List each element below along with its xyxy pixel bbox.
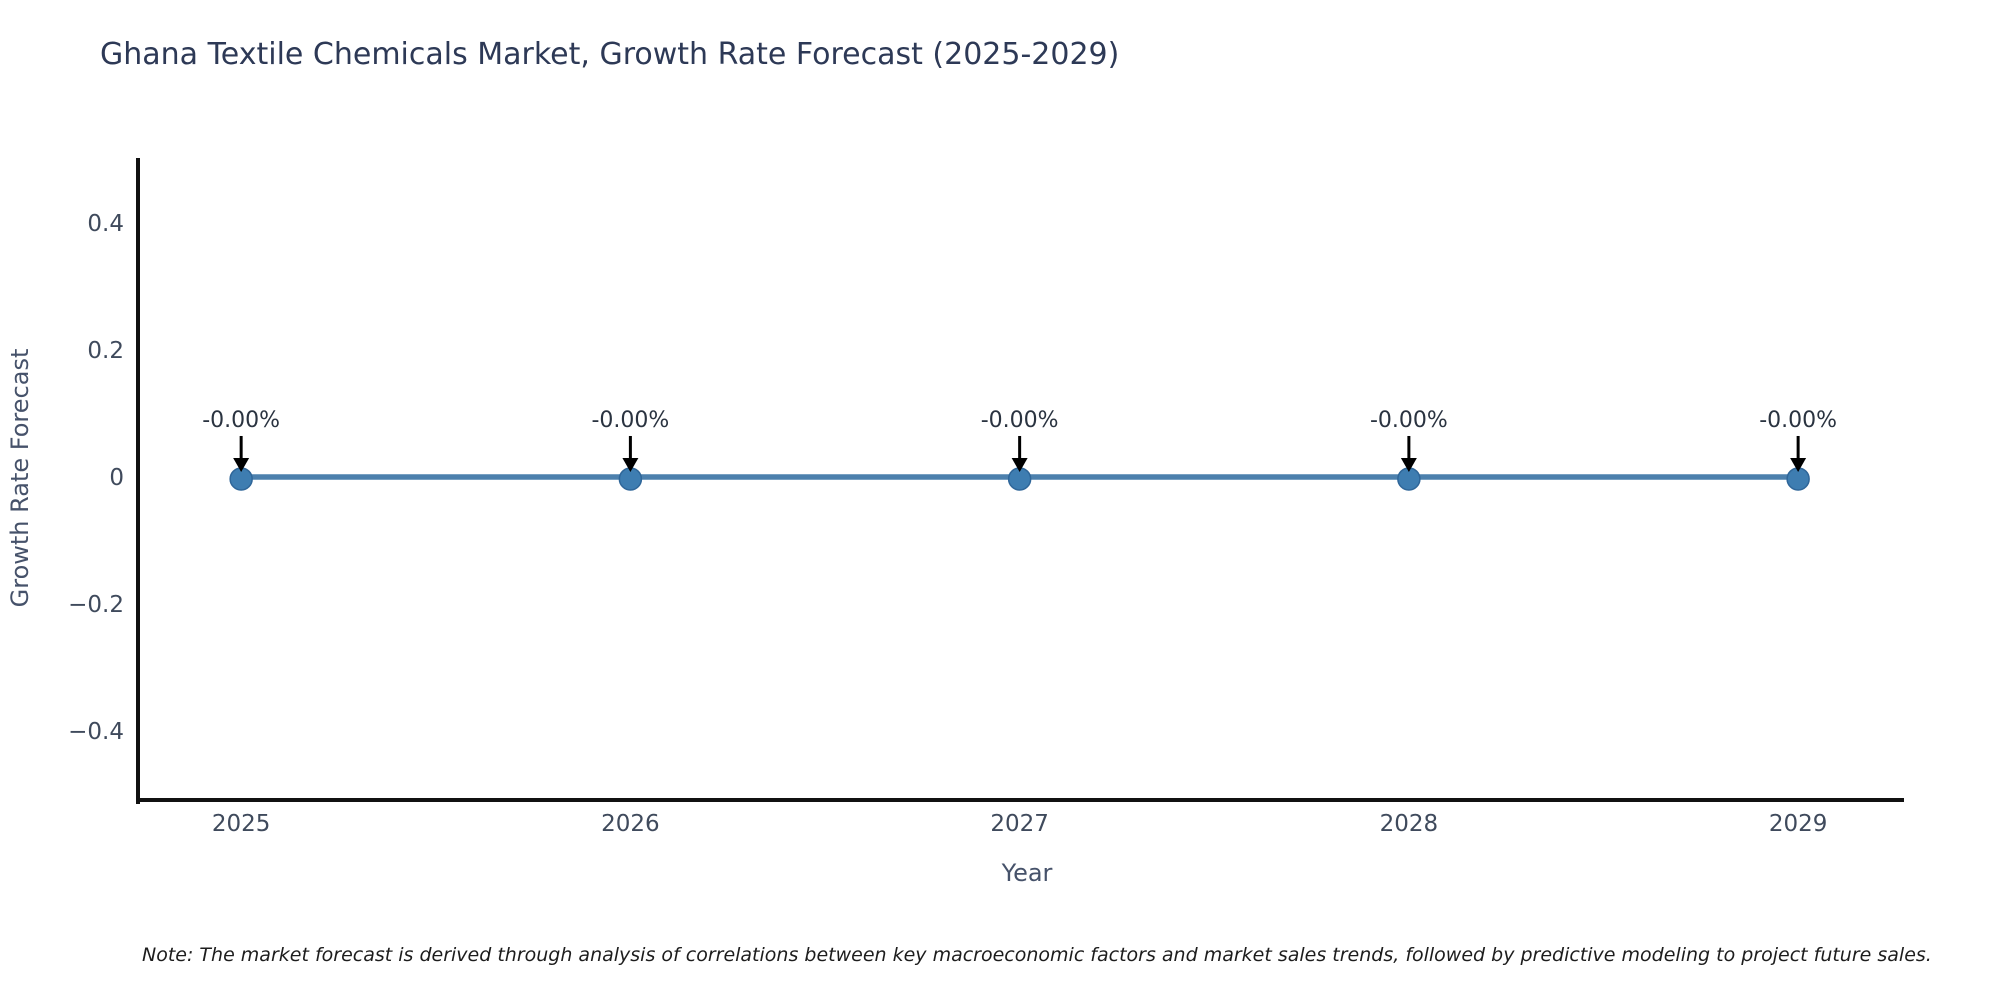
footnote: Note: The market forecast is derived thr…	[142, 944, 1932, 966]
y-axis-tick-labels: 0.4 0.2 0 −0.2 −0.4	[68, 211, 124, 745]
y-tick-label: 0	[109, 465, 124, 491]
annotation-arrowhead	[233, 457, 250, 472]
y-tick-label: 0.4	[87, 211, 124, 237]
chart-title: Ghana Textile Chemicals Market, Growth R…	[100, 37, 1119, 72]
x-axis-title: Year	[1001, 859, 1053, 887]
y-tick-label: −0.4	[68, 719, 124, 745]
annotation-arrowhead	[1790, 457, 1807, 472]
annotation-arrowhead	[1400, 457, 1417, 472]
y-tick-label: −0.2	[68, 592, 124, 618]
y-axis-title: Growth Rate Forecast	[6, 349, 34, 608]
x-tick-label: 2026	[601, 811, 660, 837]
x-tick-label: 2029	[1769, 811, 1828, 837]
annotation-arrowhead	[622, 457, 639, 472]
annotations-layer: -0.00% -0.00% -0.00% -0.00% -0.00%	[202, 408, 1837, 472]
y-axis-spine	[136, 158, 140, 804]
annotation-arrowhead	[1011, 457, 1028, 472]
point-annotation-label: -0.00%	[591, 408, 669, 433]
x-axis-spine	[136, 798, 1904, 802]
point-annotation-label: -0.00%	[1370, 408, 1448, 433]
y-tick-label: 0.2	[87, 338, 124, 364]
x-tick-label: 2028	[1380, 811, 1439, 837]
point-annotation-label: -0.00%	[981, 408, 1059, 433]
x-axis-tick-labels: 2025 2026 2027 2028 2029	[212, 811, 1828, 837]
point-annotation-label: -0.00%	[202, 408, 280, 433]
x-tick-label: 2027	[990, 811, 1049, 837]
point-annotation-label: -0.00%	[1759, 408, 1837, 433]
x-tick-label: 2025	[212, 811, 271, 837]
